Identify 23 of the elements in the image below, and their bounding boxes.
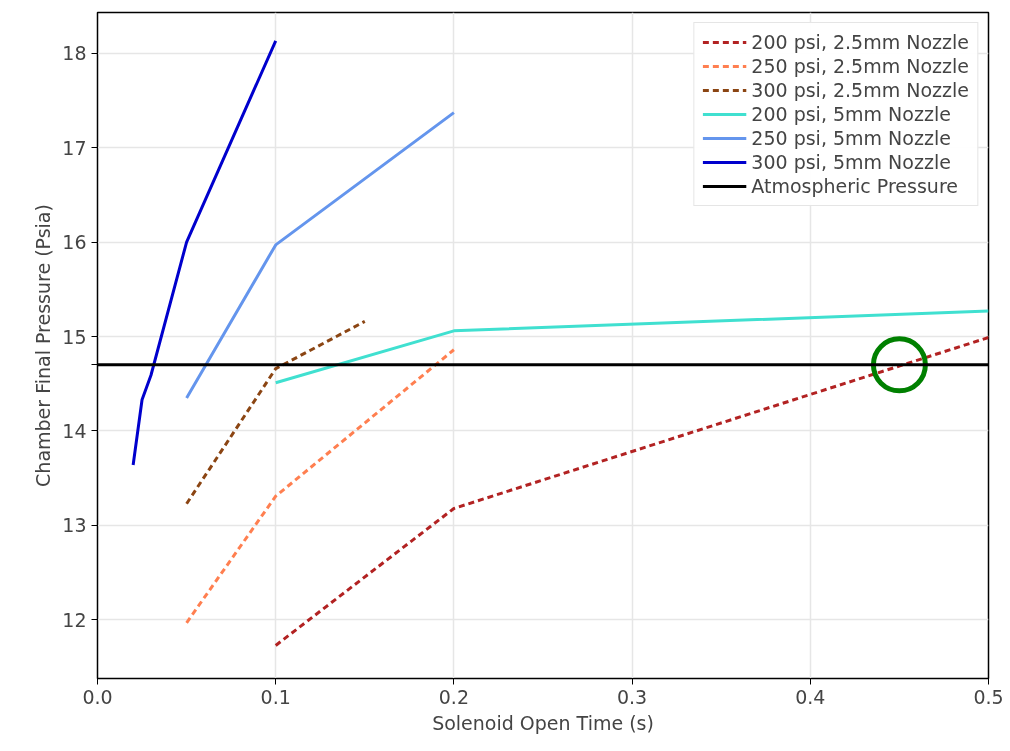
y-tick-label: 14 bbox=[62, 419, 87, 442]
y-axis-title: Chamber Final Pressure (Psia) bbox=[32, 204, 55, 487]
y-tick-label: 18 bbox=[62, 42, 87, 65]
x-tick-label: 0.5 bbox=[973, 685, 1004, 708]
x-tick-label: 0.4 bbox=[795, 685, 826, 708]
legend-label: 300 psi, 5mm Nozzle bbox=[751, 151, 951, 173]
y-tick-label: 17 bbox=[62, 136, 87, 159]
x-tick-label: 0.3 bbox=[616, 685, 648, 708]
legend-label: 300 psi, 2.5mm Nozzle bbox=[751, 79, 969, 101]
legend-label: 200 psi, 5mm Nozzle bbox=[751, 103, 951, 125]
line-series bbox=[131, 39, 278, 467]
x-tick-label: 0.0 bbox=[82, 685, 113, 708]
y-tick-label: 16 bbox=[62, 231, 87, 254]
legend-label: 250 psi, 5mm Nozzle bbox=[751, 127, 951, 149]
x-tick-label: 0.2 bbox=[438, 685, 470, 708]
legend-label: 250 psi, 2.5mm Nozzle bbox=[751, 55, 969, 77]
y-tick-label: 12 bbox=[62, 608, 87, 631]
y-tick-label: 15 bbox=[62, 325, 87, 348]
x-axis-title: Solenoid Open Time (s) bbox=[432, 711, 654, 734]
x-tick-label: 0.1 bbox=[260, 685, 291, 708]
y-tick-label: 13 bbox=[62, 514, 87, 537]
legend-label: 200 psi, 2.5mm Nozzle bbox=[751, 31, 969, 53]
legend-label: Atmospheric Pressure bbox=[751, 175, 958, 197]
